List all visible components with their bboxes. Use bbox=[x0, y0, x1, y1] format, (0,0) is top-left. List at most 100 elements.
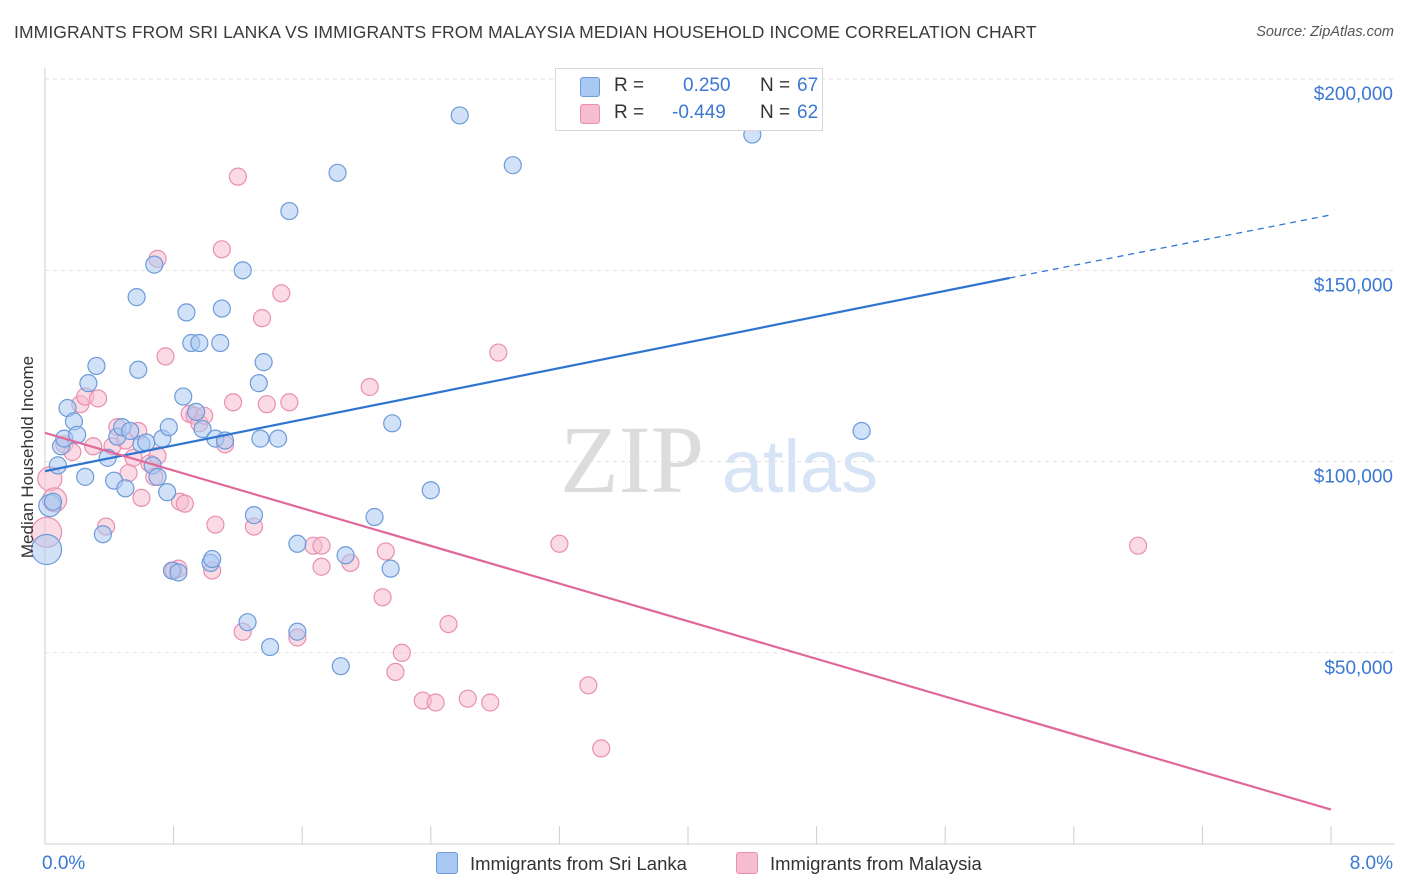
data-point bbox=[392, 643, 411, 662]
data-point bbox=[93, 525, 112, 544]
data-point bbox=[127, 288, 146, 307]
x-tick-label-min: 0.0% bbox=[42, 853, 85, 874]
data-point bbox=[177, 303, 196, 322]
data-point bbox=[426, 693, 445, 712]
legend-n-value: 67 bbox=[797, 75, 819, 96]
data-point bbox=[592, 739, 611, 758]
data-point bbox=[336, 546, 355, 565]
data-point bbox=[252, 309, 272, 328]
legend-r-label: R = bbox=[614, 102, 645, 123]
bottom-legend-label: Immigrants from Sri Lanka bbox=[470, 853, 687, 874]
data-point bbox=[203, 549, 222, 569]
data-point bbox=[550, 534, 569, 553]
data-point bbox=[206, 515, 225, 534]
data-point bbox=[137, 433, 156, 452]
data-point bbox=[211, 333, 230, 353]
data-point bbox=[121, 421, 140, 441]
data-point bbox=[852, 421, 871, 441]
data-point bbox=[43, 492, 63, 511]
data-point bbox=[481, 693, 500, 712]
data-point bbox=[1128, 536, 1148, 555]
bottom-legend-swatch-blue bbox=[436, 852, 458, 874]
data-point bbox=[174, 387, 193, 406]
x-tick-label-max: 8.0% bbox=[1350, 853, 1393, 874]
bottom-legend-label: Immigrants from Malaysia bbox=[770, 853, 982, 874]
data-point bbox=[376, 542, 395, 561]
watermark-atlas: atlas bbox=[722, 425, 878, 508]
data-point bbox=[212, 299, 231, 318]
data-point bbox=[365, 507, 384, 527]
y-tick-label: $50,000 bbox=[1324, 658, 1393, 679]
data-point bbox=[288, 622, 307, 641]
data-point bbox=[312, 557, 331, 576]
data-point bbox=[129, 360, 148, 379]
data-point bbox=[238, 613, 257, 632]
trend-lines bbox=[44, 214, 1332, 811]
data-point bbox=[212, 240, 231, 259]
data-point bbox=[31, 533, 63, 566]
y-tick-label: $150,000 bbox=[1314, 275, 1393, 296]
data-point bbox=[88, 389, 108, 408]
data-point bbox=[331, 657, 350, 676]
axes bbox=[44, 68, 1395, 845]
correlation-legend: R = 0.250 N = 67 R = -0.449 N = 62 bbox=[555, 68, 823, 131]
y-tick-label: $200,000 bbox=[1314, 84, 1393, 105]
legend-n-label: N = bbox=[760, 102, 791, 123]
watermark-zip: ZIP bbox=[560, 406, 704, 513]
data-point bbox=[87, 356, 106, 376]
gridlines bbox=[45, 78, 1395, 654]
chart-title: IMMIGRANTS FROM SRI LANKA VS IMMIGRANTS … bbox=[14, 22, 1037, 42]
data-point bbox=[244, 506, 264, 525]
trend-line-malaysia bbox=[44, 431, 1332, 811]
data-point bbox=[439, 614, 458, 634]
data-point bbox=[458, 689, 477, 708]
data-point bbox=[116, 479, 135, 498]
data-point bbox=[223, 393, 243, 412]
data-point bbox=[79, 374, 98, 393]
data-point bbox=[280, 393, 299, 412]
data-point bbox=[386, 662, 405, 682]
data-point bbox=[254, 353, 273, 372]
legend-swatch-pink bbox=[580, 104, 600, 124]
data-point bbox=[383, 414, 402, 433]
legend-swatch-blue bbox=[580, 77, 600, 97]
data-point bbox=[156, 347, 175, 366]
y-axis-title: Median Household Income bbox=[18, 355, 37, 559]
data-point bbox=[381, 559, 400, 578]
data-point bbox=[187, 402, 206, 421]
legend-n-value: 62 bbox=[797, 102, 819, 123]
data-point bbox=[233, 261, 252, 280]
data-point bbox=[148, 467, 167, 486]
data-point bbox=[280, 201, 299, 221]
legend-r-value: -0.449 bbox=[672, 102, 726, 123]
data-point bbox=[158, 483, 177, 502]
data-point bbox=[76, 467, 95, 486]
data-point bbox=[228, 167, 247, 186]
data-point bbox=[145, 255, 164, 274]
data-point bbox=[260, 637, 280, 657]
chart-source: Source: ZipAtlas.com bbox=[1256, 24, 1394, 40]
data-point bbox=[579, 676, 598, 695]
data-point bbox=[421, 481, 440, 500]
data-point bbox=[373, 588, 392, 607]
bottom-legend-sri-lanka: Immigrants from Sri Lanka bbox=[436, 852, 687, 875]
data-point bbox=[288, 534, 307, 553]
tick-labels: $50,000 $100,000 $150,000 $200,000 0.0% 8.0% bbox=[42, 84, 1393, 874]
data-point bbox=[489, 343, 508, 362]
legend-n-label: N = bbox=[760, 75, 791, 96]
data-point bbox=[450, 106, 469, 125]
y-tick-label: $100,000 bbox=[1314, 467, 1393, 488]
legend-r-value: 0.250 bbox=[683, 75, 731, 96]
data-point bbox=[159, 418, 178, 437]
data-point bbox=[169, 563, 188, 582]
bottom-legend-malaysia: Immigrants from Malaysia bbox=[736, 852, 982, 875]
trend-line-sri-lanka-extrapolated bbox=[1009, 214, 1332, 279]
series-sri-lanka-points bbox=[31, 106, 871, 676]
data-point bbox=[175, 494, 194, 513]
data-point bbox=[328, 163, 347, 182]
data-point bbox=[360, 377, 379, 397]
data-point bbox=[249, 374, 268, 393]
watermark: ZIP atlas bbox=[560, 406, 878, 513]
data-point bbox=[132, 488, 151, 507]
